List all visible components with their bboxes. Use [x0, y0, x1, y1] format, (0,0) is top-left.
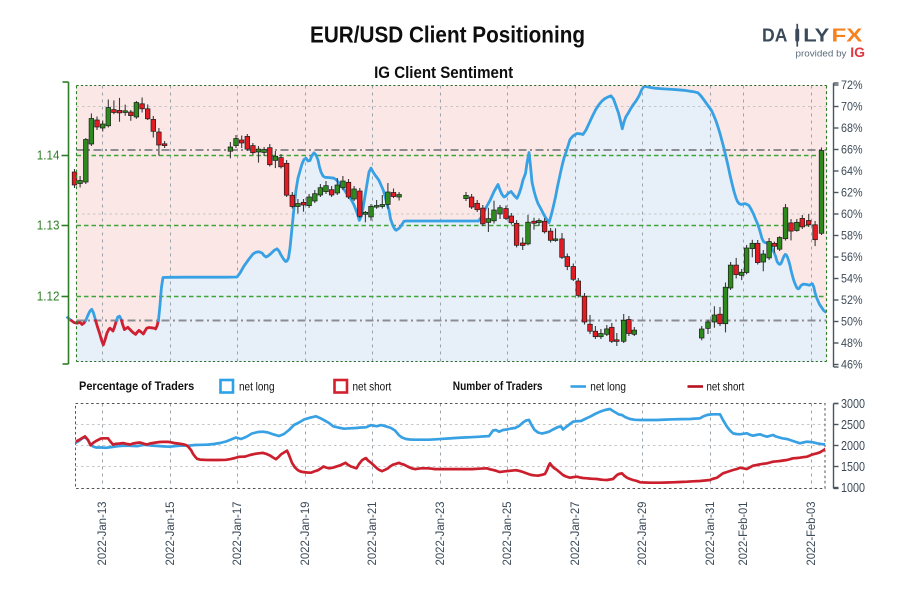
svg-text:2022-Feb-01: 2022-Feb-01 [738, 502, 750, 566]
svg-text:2022-Jan-23: 2022-Jan-23 [435, 502, 447, 566]
svg-text:58%: 58% [841, 231, 863, 243]
svg-text:2000: 2000 [841, 439, 865, 453]
svg-text:FX: FX [832, 26, 863, 46]
svg-text:IG: IG [850, 44, 865, 60]
svg-text:1500: 1500 [841, 460, 865, 474]
svg-text:64%: 64% [841, 166, 863, 178]
svg-text:2022-Jan-29: 2022-Jan-29 [637, 502, 649, 566]
svg-text:2022-Jan-27: 2022-Jan-27 [570, 502, 582, 566]
svg-text:IG Client Sentiment: IG Client Sentiment [374, 63, 513, 82]
svg-text:DA: DA [762, 26, 787, 46]
svg-text:LY: LY [803, 26, 829, 46]
svg-text:1000: 1000 [841, 481, 865, 495]
svg-text:56%: 56% [841, 252, 863, 264]
svg-text:68%: 68% [841, 123, 863, 135]
svg-text:2022-Feb-03: 2022-Feb-03 [806, 502, 818, 566]
svg-text:54%: 54% [841, 274, 863, 286]
svg-text:62%: 62% [841, 188, 863, 200]
svg-text:70%: 70% [841, 102, 863, 114]
svg-text:net short: net short [353, 380, 392, 394]
svg-text:50%: 50% [841, 317, 863, 329]
svg-text:66%: 66% [841, 145, 863, 157]
svg-text:1.12: 1.12 [37, 290, 60, 304]
svg-text:52%: 52% [841, 295, 863, 307]
svg-text:60%: 60% [841, 209, 863, 221]
svg-text:48%: 48% [841, 338, 863, 350]
svg-text:2022-Jan-31: 2022-Jan-31 [705, 502, 717, 566]
svg-text:Number of Traders: Number of Traders [453, 379, 543, 393]
svg-text:2022-Jan-17: 2022-Jan-17 [232, 502, 244, 566]
svg-text:2022-Jan-13: 2022-Jan-13 [97, 502, 109, 566]
svg-text:2500: 2500 [841, 418, 865, 432]
svg-text:46%: 46% [841, 360, 863, 372]
svg-text:provided by: provided by [796, 49, 847, 60]
svg-text:net long: net long [239, 380, 275, 394]
svg-text:2022-Jan-19: 2022-Jan-19 [300, 502, 312, 566]
svg-text:1.13: 1.13 [37, 219, 60, 233]
svg-text:2022-Jan-25: 2022-Jan-25 [502, 502, 514, 566]
svg-text:EUR/USD Client Positioning: EUR/USD Client Positioning [310, 22, 585, 48]
svg-text:1.14: 1.14 [37, 149, 60, 163]
svg-text:net long: net long [590, 380, 626, 394]
svg-text:2022-Jan-21: 2022-Jan-21 [367, 502, 379, 566]
svg-text:2022-Jan-15: 2022-Jan-15 [165, 502, 177, 566]
svg-text:72%: 72% [841, 80, 863, 92]
svg-text:net short: net short [707, 380, 745, 394]
svg-text:Percentage of Traders: Percentage of Traders [79, 379, 195, 393]
svg-text:3000: 3000 [841, 397, 865, 411]
